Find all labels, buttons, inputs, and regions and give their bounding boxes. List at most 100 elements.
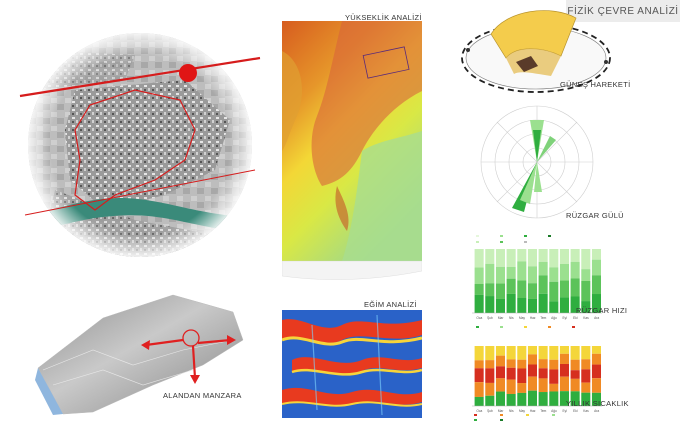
bar-segment <box>495 249 505 267</box>
bar-segment <box>581 392 591 406</box>
month-tick: Ağu <box>551 409 557 413</box>
bar-segment <box>549 249 559 268</box>
month-tick: Tem <box>540 409 546 413</box>
elevation-label: YÜKSEKLİK ANALİZİ <box>345 13 422 22</box>
bar-segment <box>538 359 548 369</box>
bar-segment <box>506 379 516 394</box>
bar-segment <box>538 368 548 379</box>
bar-segment <box>495 355 505 367</box>
bar-segment <box>506 393 516 406</box>
bar-segment <box>591 392 601 406</box>
bar-segment <box>495 346 505 356</box>
bar-segment <box>495 283 505 299</box>
page-title: FİZİK ÇEVRE ANALİZİ <box>566 0 680 22</box>
month-tick: Nis <box>509 316 514 320</box>
bar-segment <box>485 263 495 284</box>
arrow-icon <box>145 338 184 347</box>
month-tick: May <box>519 316 525 320</box>
month-tick: Şub <box>487 316 493 320</box>
bar-segment <box>485 382 495 396</box>
bar-segment <box>517 346 527 360</box>
bar-segment <box>570 346 580 360</box>
bar-segment <box>559 376 569 392</box>
month-tick: Ara <box>594 316 599 320</box>
bar-segment <box>549 301 559 313</box>
bar-segment <box>591 364 601 379</box>
month-tick: Eyl <box>562 316 567 320</box>
bar-segment <box>559 280 569 298</box>
terrain-model <box>33 290 248 420</box>
month-tick: Eki <box>573 316 578 320</box>
bar-segment <box>527 266 537 284</box>
bar-segment <box>549 359 559 370</box>
bar-segment <box>485 360 495 369</box>
bar-segment <box>591 294 601 313</box>
bar-segment <box>527 376 537 391</box>
bar-segment <box>474 360 484 369</box>
bar-segment <box>527 283 537 299</box>
bar-segment <box>495 391 505 406</box>
view-label: ALANDAN MANZARA <box>163 391 242 400</box>
bar-segment <box>506 346 516 360</box>
bar-segment <box>538 261 548 276</box>
bar-segment <box>538 378 548 393</box>
bar-segment <box>485 368 495 383</box>
month-tick: Tem <box>540 316 546 320</box>
bar-segment <box>527 298 537 313</box>
bar-segment <box>517 280 527 298</box>
bar-segment <box>538 293 548 313</box>
bar-segment <box>527 249 537 267</box>
bar-segment <box>517 392 527 406</box>
month-tick: Kas <box>583 316 589 320</box>
month-tick: Oca <box>476 409 482 413</box>
bar-segment <box>506 293 516 313</box>
bar-segment <box>474 382 484 397</box>
route-line <box>24 169 256 216</box>
bar-segment <box>485 395 495 406</box>
bar-segment <box>506 267 516 279</box>
wind-speed-chart: Oca Şub Mar Nis May Haz Tem Ağu Eyl Eki Kas Ara <box>460 233 605 325</box>
bar-segment <box>549 346 559 360</box>
bar-segment <box>506 367 516 380</box>
bar-segment <box>581 280 591 302</box>
wind-rose <box>472 100 602 230</box>
bar-segment <box>591 353 601 365</box>
sun-path-diagram <box>456 4 616 96</box>
sun-label: GÜNEŞ HAREKETİ <box>560 80 631 89</box>
month-tick: Mar <box>498 316 504 320</box>
bar-segment <box>581 269 591 281</box>
bar-segment <box>559 391 569 406</box>
bar-segment <box>570 359 580 371</box>
bar-segment <box>581 301 591 313</box>
wind-speed-label: RÜZGAR HIZI <box>576 306 628 315</box>
bar-segment <box>549 369 559 384</box>
bar-segment <box>506 359 516 368</box>
bar-segment <box>581 382 591 393</box>
bar-segment <box>549 391 559 406</box>
month-tick: Kas <box>583 409 589 413</box>
bar-segment <box>570 261 580 279</box>
elevation-map <box>282 21 422 291</box>
bar-segment <box>570 278 580 297</box>
bar-segment <box>538 249 548 262</box>
bar-segment <box>570 296 580 313</box>
bar-segment <box>474 294 484 313</box>
bar-segment <box>485 296 495 313</box>
bar-segment <box>506 278 516 294</box>
bar-segment <box>538 275 548 294</box>
bar-segment <box>538 392 548 406</box>
bar-segment <box>474 368 484 383</box>
bar-segment <box>517 383 527 393</box>
bar-segment <box>591 378 601 393</box>
bar-segment <box>474 346 484 361</box>
temperature-label: YILLIK SICAKLIK <box>566 399 629 408</box>
bar-segment <box>549 281 559 302</box>
slope-label: EĞİM ANALİZİ <box>364 300 417 309</box>
bar-segment <box>474 283 484 295</box>
bar-segment <box>591 249 601 260</box>
bar-segment <box>549 383 559 392</box>
arrow-icon <box>197 338 232 345</box>
month-tick: Eyl <box>562 409 567 413</box>
bar-segment <box>474 396 484 406</box>
bar-segment <box>485 346 495 361</box>
